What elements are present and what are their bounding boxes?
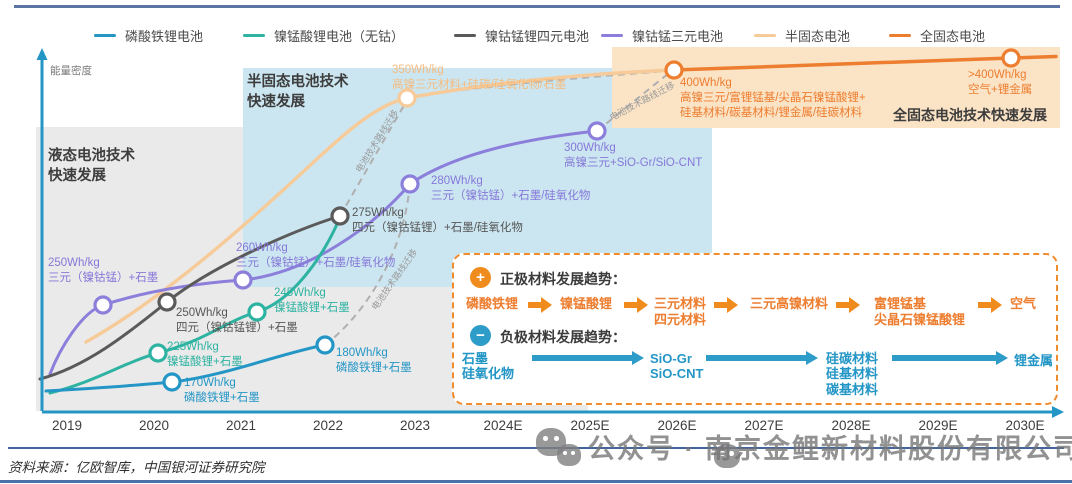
anode-step-sio: SiO-Gr SiO-CNT: [650, 351, 704, 382]
arrow-right-icon: [836, 297, 860, 313]
x-tick-2023: 2023: [399, 418, 431, 433]
top-divider: [14, 5, 1060, 8]
label-245: 245Wh/kg 镍锰酸锂+石墨: [274, 287, 350, 314]
legend-item-ncm: 镍钴锰三元电池: [601, 26, 723, 45]
arrow-right-icon: [624, 297, 648, 313]
cathode-step-air: 空气: [1010, 296, 1037, 311]
x-tick-2021: 2021: [225, 418, 257, 433]
x-tick-2019: 2019: [51, 418, 83, 433]
cathode-step-lnmo: 镍锰酸锂: [560, 296, 613, 311]
source-note: 资料来源：亿欧智库，中国银河证券研究院: [8, 460, 265, 475]
bottom-edge-line: [0, 480, 1072, 483]
label-275: 275Wh/kg 四元（镍钴锰锂）+石墨/硅氧化物: [352, 207, 523, 234]
x-axis-arrow: [1052, 406, 1064, 418]
anode-trend-header: 负极材料发展趋势：: [500, 329, 626, 345]
label-300: 300Wh/kg 高镍三元+SiO-Gr/SiO-CNT: [564, 142, 703, 169]
arrow-right-icon: [892, 350, 1008, 366]
material-trend-box: + 正极材料发展趋势： 磷酸铁锂 镍锰酸锂 三元材料 四元材料 三元高镍材料 富…: [452, 253, 1058, 405]
wechat-icon: [714, 444, 740, 468]
label-250-ternary: 250Wh/kg 三元（镍钴锰）+石墨: [48, 257, 159, 284]
arrow-right-icon: [528, 297, 552, 313]
quaternary-line-swatch: [454, 33, 476, 38]
label-225: 225Wh/kg 镍锰酸锂+石墨: [167, 341, 243, 368]
arrow-right-icon: [532, 350, 644, 366]
cathode-step-li-rich: 富锂锰基 尖晶石镍锰酸锂: [874, 296, 966, 327]
legend-label: 全固态电池: [920, 29, 986, 44]
label-180: 180Wh/kg 磷酸铁锂+石墨: [336, 347, 412, 374]
anode-step-li-metal: 锂金属: [1014, 353, 1054, 368]
legend-item-allsolid: 全固态电池: [889, 26, 985, 45]
legend-label: 镍锰酸锂电池（无钴）: [274, 29, 405, 44]
y-axis-arrow: [36, 48, 48, 60]
label-280: 280Wh/kg 三元（镍钴锰）+石墨/硅氧化物: [431, 175, 591, 202]
anode-step-silicon-carbon: 硅碳材料 硅基材料 碳基材料: [826, 351, 879, 397]
label-260: 260Wh/kg 三元（镍钴锰）+石墨/硅氧化物: [236, 242, 396, 269]
x-tick-2028e: 2028E: [831, 418, 871, 433]
label-gt400: >400Wh/kg 空气+锂金属: [968, 69, 1033, 96]
x-tick-2029e: 2029E: [918, 418, 958, 433]
cathode-step-lfp: 磷酸铁锂: [466, 296, 519, 311]
arrow-right-icon: [978, 297, 1002, 313]
legend-label: 半固态电池: [785, 29, 851, 44]
label-400: 400Wh/kg 高镍三元/富锂锰基/尖晶石镍锰酸锂+ 硅基材料/碳基材料/锂金…: [680, 77, 866, 119]
cathode-step-ternary: 三元材料 四元材料: [654, 296, 707, 327]
x-tick-2027e: 2027E: [744, 418, 784, 433]
label-250-quaternary: 250Wh/kg 四元（镍钴锰锂）+石墨: [176, 307, 298, 334]
semisolid-phase-title: 半固态电池技术 快速发展: [247, 74, 349, 111]
legend-item-lfp: 磷酸铁锂电池: [94, 26, 203, 45]
wechat-icon: [557, 444, 581, 466]
x-tick-2022: 2022: [312, 418, 344, 433]
x-tick-2030e: 2030E: [1005, 418, 1045, 433]
x-tick-2025e: 2025E: [570, 418, 610, 433]
arrow-right-icon: [714, 297, 738, 313]
legend-label: 磷酸铁锂电池: [125, 29, 204, 44]
allsolid-line-swatch: [889, 33, 911, 38]
ncm-line-swatch: [601, 33, 623, 38]
legend-label: 镍钴锰锂四元电池: [485, 29, 590, 44]
liquid-phase-title: 液态电池技术 快速发展: [48, 148, 135, 185]
plus-icon: +: [470, 267, 491, 288]
label-170: 170Wh/kg 磷酸铁锂+石墨: [184, 377, 260, 404]
minus-icon: −: [470, 325, 491, 346]
watermark-text: 公众号 · 南京金鲤新材料股份有限公司: [588, 434, 1072, 464]
semisolid-line-swatch: [754, 33, 776, 38]
legend-item-semisolid: 半固态电池: [754, 26, 850, 45]
cathode-step-high-nickel: 三元高镍材料: [750, 296, 829, 311]
arrow-right-icon: [706, 350, 818, 366]
label-350: 350Wh/kg 高镍三元材料+硅碳/硅氧化物/石墨: [392, 64, 567, 91]
legend-item-lnmo: 镍锰酸锂电池（无钴）: [243, 26, 404, 45]
y-axis-label: 能量密度: [50, 65, 92, 77]
x-tick-2020: 2020: [138, 418, 170, 433]
anode-step-graphite: 石墨 硅氧化物: [462, 351, 515, 382]
legend-label: 镍钴锰三元电池: [632, 29, 724, 44]
legend-item-quaternary: 镍钴锰锂四元电池: [454, 26, 589, 45]
x-tick-2024e: 2024E: [483, 418, 523, 433]
allsolid-phase-title: 全固态电池技术快速发展: [893, 107, 1047, 123]
lfp-line-swatch: [94, 33, 116, 38]
cathode-trend-header: 正极材料发展趋势：: [500, 271, 626, 287]
x-tick-2026e: 2026E: [657, 418, 697, 433]
lnmo-line-swatch: [243, 33, 265, 38]
